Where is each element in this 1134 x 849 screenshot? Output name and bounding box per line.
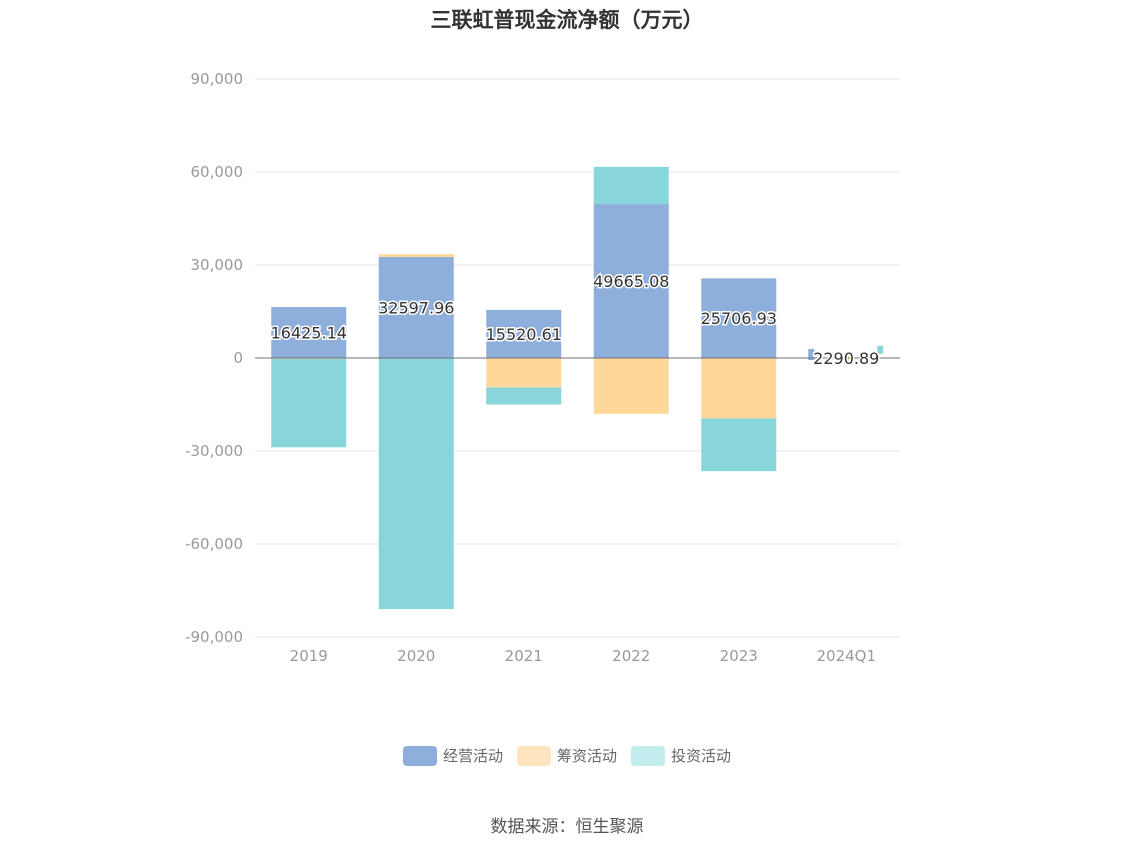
data-label: 49665.08 [593,272,669,291]
y-tick-label: 30,000 [191,256,244,274]
bar-投资活动 [378,358,454,610]
data-label: 2290.89 [813,349,879,368]
x-tick-label: 2019 [290,647,328,665]
data-label: 15520.61 [486,325,562,344]
bar-投资活动 [877,345,884,354]
legend-item[interactable]: 经营活动 [402,745,503,766]
bar-筹资活动 [843,356,850,364]
x-tick-label: 2024Q1 [816,647,876,665]
bar-筹资活动 [593,358,669,414]
bar-经营活动 [593,204,669,358]
legend: 经营活动 筹资活动 投资活动 [0,745,1134,766]
y-tick-label: -90,000 [185,628,243,646]
y-tick-label: 90,000 [191,70,244,88]
grid-lines [255,78,900,638]
data-label: 16425.14 [271,324,347,343]
chart-title: 三联虹普现金流净额（万元） [430,8,704,32]
data-label: 32597.96 [378,298,454,317]
bar-投资活动 [486,387,562,405]
legend-item[interactable]: 投资活动 [631,745,731,766]
bar-筹资活动 [486,358,562,388]
legend-label: 投资活动 [671,747,732,765]
y-tick-label: 0 [233,349,243,367]
axis-labels: 90,000 60,000 30,000 0 -30,000 -60,000 -90,000… [185,70,876,665]
bar-经营活动 [808,348,815,360]
data-labels: 16425.14 32597.96 15520.61 49665.08 25706.93… [269,271,881,370]
legend-item[interactable]: 筹资活动 [516,745,617,766]
bar-经营活动 [486,309,562,358]
legend-swatch [516,745,551,766]
bar-投资活动 [593,166,669,205]
legend-label: 筹资活动 [556,747,617,765]
x-tick-label: 2021 [505,647,543,665]
data-label: 25706.93 [701,309,777,328]
bar-经营活动 [271,307,347,358]
source-note: 数据来源：恒生聚源 [490,817,644,837]
bars [271,166,884,610]
y-tick-label: 60,000 [191,163,244,181]
bar-投资活动 [701,418,777,472]
y-tick-label: -60,000 [185,535,243,553]
legend-label: 经营活动 [442,747,503,765]
bar-经营活动 [378,256,454,358]
bar-投资活动 [271,358,347,448]
x-tick-label: 2020 [397,647,435,665]
x-tick-label: 2023 [720,647,758,665]
legend-swatch [402,745,437,766]
legend-swatch [631,745,665,766]
x-tick-label: 2022 [612,647,650,665]
bar-筹资活动 [378,254,454,257]
y-tick-label: -30,000 [185,442,243,460]
bar-经营活动 [701,278,777,358]
bar-筹资活动 [701,358,777,419]
